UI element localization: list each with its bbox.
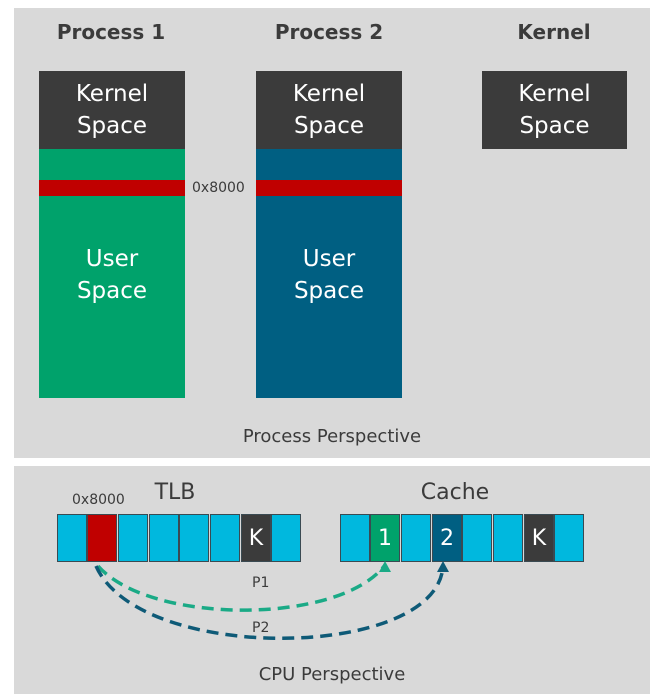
tlb-title: TLB (154, 480, 196, 505)
cpu-perspective-panel (14, 466, 650, 694)
arrow-p2 (94, 564, 445, 640)
tlb-cell-2 (118, 514, 148, 562)
cache-cell-kernel: K (524, 514, 554, 562)
tlb-cell-0x8000 (87, 514, 117, 562)
cache-cell-5 (493, 514, 523, 562)
cache-cell-process-1: 1 (370, 514, 400, 562)
cpu-perspective-caption: CPU Perspective (258, 664, 406, 685)
kernel-space-label-line1: Kernel (292, 81, 366, 107)
kernel-space-label-line1: Kernel (518, 81, 591, 107)
user-space-label-line1: User (85, 246, 139, 272)
process-2-heading: Process 2 (274, 20, 384, 44)
cache-title: Cache (420, 480, 490, 505)
cache-cell-process-2: 2 (432, 514, 462, 562)
kernel-space-label-line2: Space (519, 113, 590, 139)
tlb-cell-5 (210, 514, 240, 562)
user-space-label-line1: User (302, 246, 356, 272)
arrow-p2-head (437, 561, 449, 572)
tlb-address-label: 0x8000 (72, 492, 125, 508)
process-2-address-marker (256, 180, 402, 196)
process-1-heading: Process 1 (56, 20, 166, 44)
cache-cell-4 (462, 514, 492, 562)
process-2-kernel-space: Kernel Space (256, 71, 402, 149)
kernel-space-label-line1: Kernel (75, 81, 149, 107)
cache-cell-0 (340, 514, 370, 562)
user-space-label-line2: Space (76, 278, 148, 304)
cache-cell-7 (554, 514, 584, 562)
kernel-space-block: Kernel Space (482, 71, 627, 149)
process-perspective-caption: Process Perspective (242, 426, 422, 447)
arrow-p2-label: P2 (252, 620, 270, 636)
arrow-p1-label: P1 (252, 575, 270, 591)
user-space-label-line2: Space (293, 278, 365, 304)
kernel-space-label-line2: Space (76, 113, 148, 139)
process-1-address-marker (39, 180, 185, 196)
tlb-cell-3 (149, 514, 179, 562)
tlb-cell-4 (179, 514, 209, 562)
arrow-p1-head (379, 561, 391, 572)
tlb-cell-kernel: K (241, 514, 271, 562)
tlb-cell-7 (271, 514, 301, 562)
process-1-kernel-space: Kernel Space (39, 71, 185, 149)
kernel-heading: Kernel (517, 20, 591, 44)
cache-cell-2 (401, 514, 431, 562)
tlb-cell-0 (57, 514, 87, 562)
kernel-space-label-line2: Space (293, 113, 365, 139)
arrow-p1 (96, 563, 387, 612)
address-label-0x8000: 0x8000 (192, 180, 245, 196)
